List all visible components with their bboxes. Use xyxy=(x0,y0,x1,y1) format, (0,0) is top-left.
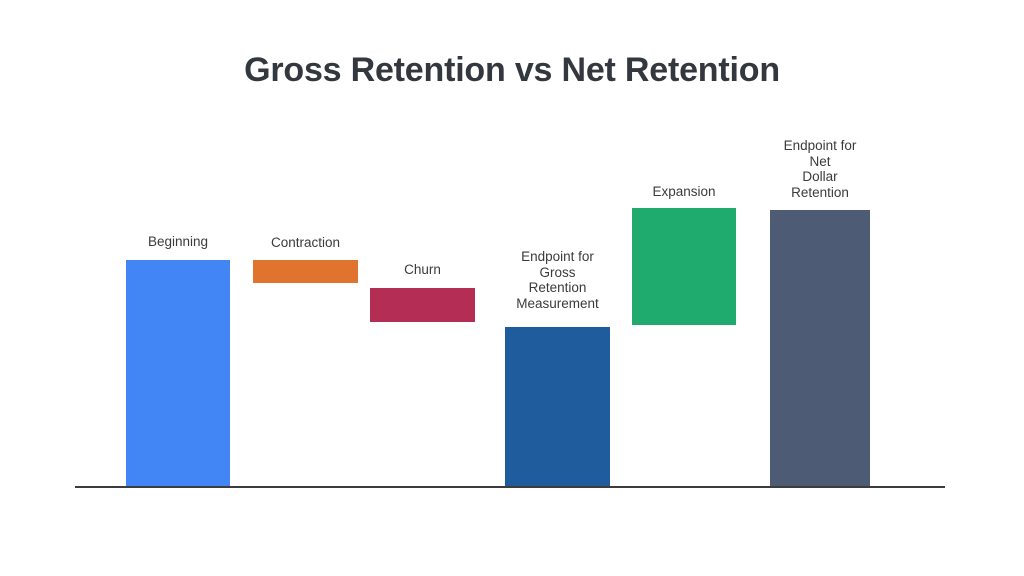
bar-label-churn: Churn xyxy=(404,262,441,277)
bar-label-gross-retention-endpoint: Endpoint for Gross Retention Measurement xyxy=(516,249,599,311)
bar-gross-retention-endpoint[interactable] xyxy=(505,327,610,486)
chart-title: Gross Retention vs Net Retention xyxy=(244,51,780,89)
bar-churn[interactable] xyxy=(370,288,475,322)
baseline-axis xyxy=(75,486,945,488)
bar-label-expansion: Expansion xyxy=(652,184,716,199)
bar-label-contraction: Contraction xyxy=(270,235,341,250)
bar-label-net-dollar-retention-endpoint: Endpoint for Net Dollar Retention xyxy=(783,138,857,200)
bar-contraction[interactable] xyxy=(253,260,358,283)
bar-beginning[interactable] xyxy=(126,260,230,486)
bar-label-beginning: Beginning xyxy=(147,234,209,249)
bar-net-dollar-retention-endpoint[interactable] xyxy=(770,210,870,486)
bar-expansion[interactable] xyxy=(632,208,736,325)
